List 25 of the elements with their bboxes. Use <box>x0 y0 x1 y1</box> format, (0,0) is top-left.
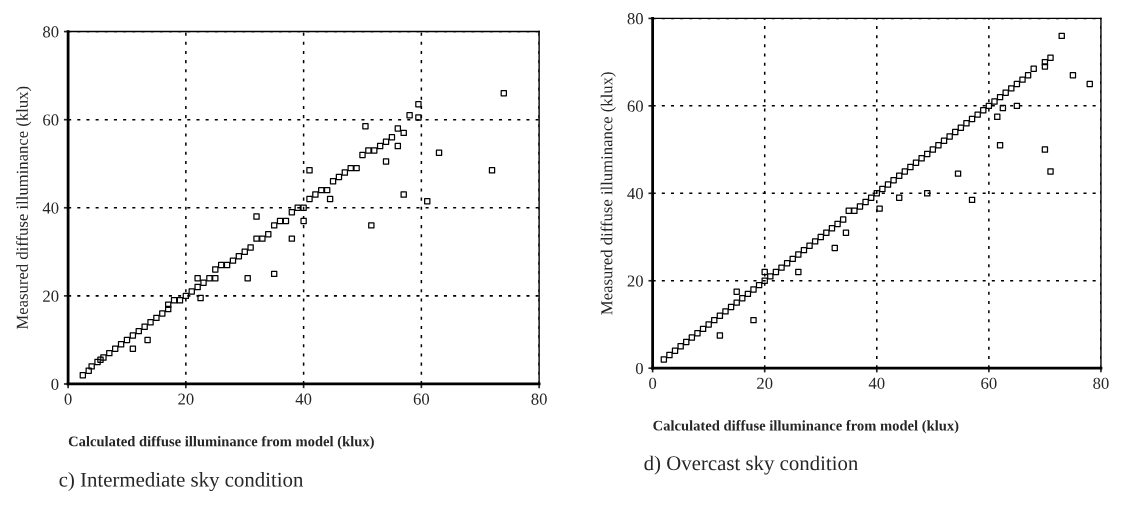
text: c) Intermediate sky condition <box>59 472 304 492</box>
x-axis-title: Calculated diffuse illuminance from model (klux) <box>68 435 374 450</box>
x-tick-label: 60 <box>981 377 997 389</box>
y-tick-label: 40 <box>42 202 59 214</box>
x-tick-label: 0 <box>649 377 657 389</box>
y-tick-label: 60 <box>43 114 59 126</box>
text: d) Overcast sky condition <box>644 455 858 475</box>
x-tick-label: 20 <box>178 393 194 405</box>
y-tick-label: 20 <box>43 290 59 302</box>
x-axis-title: Calculated diffuse illuminance from model (klux) <box>653 420 959 434</box>
x-tick-label: 80 <box>1093 377 1109 389</box>
y-axis-title: Measured diffuse illuminance (klux) <box>16 86 32 330</box>
x-tick-label: 40 <box>295 393 312 405</box>
y-tick-label: 40 <box>627 188 643 200</box>
y-tick-label: 0 <box>635 362 643 375</box>
y-tick-label: 80 <box>43 26 59 38</box>
x-tick-label: 40 <box>868 377 885 389</box>
x-tick-label: 60 <box>413 393 430 405</box>
x-tick-label: 20 <box>757 377 773 389</box>
y-tick-label: 60 <box>627 100 643 112</box>
y-tick-label: 80 <box>627 13 643 25</box>
x-tick-label: 0 <box>64 393 72 405</box>
y-tick-label: 20 <box>627 275 643 287</box>
x-tick-label: 80 <box>531 393 547 405</box>
y-axis-title: Measured diffuse illuminance (klux) <box>600 72 616 315</box>
